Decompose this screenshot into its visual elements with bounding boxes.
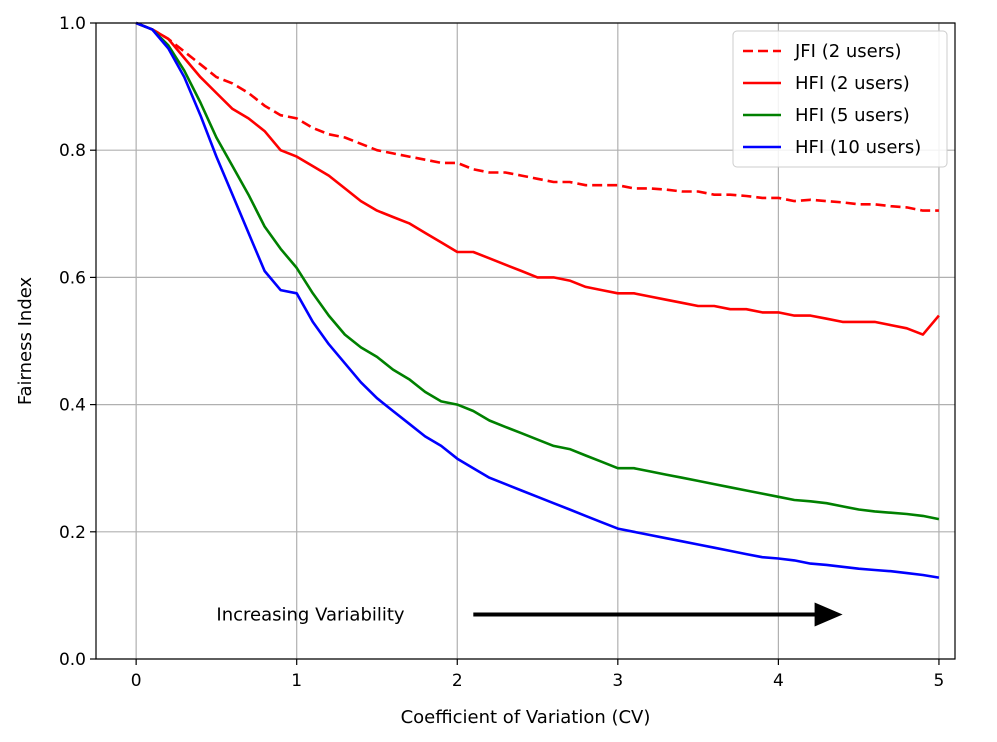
y-tick-label: 1.0: [59, 14, 86, 34]
y-axis-label: Fairness Index: [15, 276, 36, 405]
y-tick-label: 0.6: [59, 268, 86, 288]
annotation-text: Increasing Variability: [216, 604, 405, 625]
x-tick-label: 4: [773, 671, 784, 691]
series-line-0: [135, 21, 939, 212]
legend-label-3: HFI (10 users): [795, 137, 921, 158]
annotation-arrow-head: [814, 602, 843, 627]
series-line-2: [135, 21, 940, 521]
y-tick-label: 0.0: [59, 650, 86, 670]
legend-label-1: HFI (2 users): [795, 73, 910, 94]
series-line-1: [135, 21, 940, 336]
legend-label-0: JFI (2 users): [794, 41, 902, 62]
x-tick-label: 3: [612, 671, 623, 691]
legend: JFI (2 users) HFI (2 users) HFI (5 users) H…: [732, 30, 948, 168]
y-tick-label: 0.2: [59, 523, 86, 543]
y-tick-label: 0.4: [59, 396, 86, 416]
axis-ticks: 0 1 2 3 4 5 0.0 0.2 0.4 0.6 0.8 1.0: [59, 14, 944, 691]
y-tick-label: 0.8: [59, 141, 86, 161]
series-lines: [135, 21, 940, 579]
x-tick-label: 5: [934, 671, 945, 691]
annotations: Increasing Variability: [216, 602, 843, 627]
x-tick-label: 1: [291, 671, 302, 691]
x-axis-label: Coefficient of Variation (CV): [401, 707, 651, 728]
x-tick-label: 0: [131, 671, 142, 691]
x-tick-label: 2: [452, 671, 463, 691]
legend-label-2: HFI (5 users): [795, 105, 910, 126]
plot-frame: [95, 22, 956, 660]
series-line-3: [135, 21, 940, 579]
legend-box: [732, 30, 948, 168]
